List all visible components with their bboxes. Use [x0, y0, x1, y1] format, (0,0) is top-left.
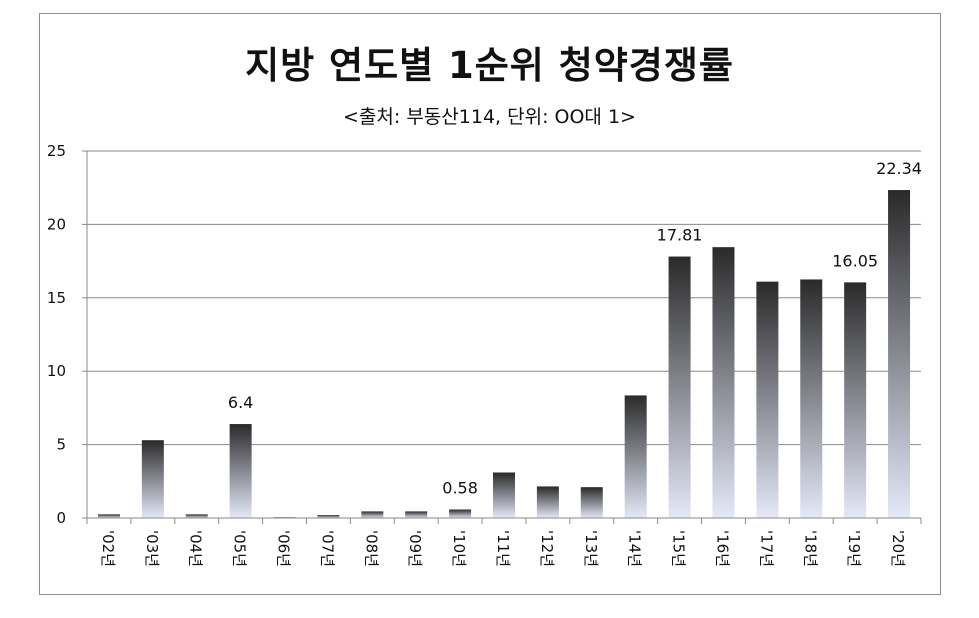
bar — [624, 395, 647, 518]
axes: 0 5 10 15 20 25 '02년 '03년 '04년 '05년 '06년 '07년 '08년 '0… — [47, 142, 922, 567]
x-tick-label: '04년 — [187, 530, 205, 567]
chart-subtitle: <출처: 부동산114, 단위: OO대 1> — [343, 106, 636, 128]
chart-title: 지방 연도별 1순위 청약경쟁률 — [245, 44, 734, 87]
bar — [800, 279, 823, 518]
x-tick-label: '13년 — [582, 530, 600, 567]
bar — [449, 509, 472, 518]
bar — [141, 440, 164, 518]
y-tick-label: 5 — [56, 436, 66, 454]
x-tick-label: '07년 — [318, 530, 336, 567]
bar — [668, 256, 691, 518]
x-tick-label: '19년 — [845, 530, 863, 567]
bar — [185, 514, 208, 518]
data-label: 16.05 — [832, 251, 878, 270]
x-tick-label: '14년 — [626, 530, 644, 567]
bar — [756, 281, 779, 518]
y-tick-label: 25 — [47, 142, 66, 160]
data-label: 22.34 — [876, 159, 922, 178]
x-tick-label: '18년 — [801, 530, 819, 567]
bar — [97, 514, 120, 518]
x-tick-label: '08년 — [362, 530, 380, 567]
bar — [493, 472, 515, 518]
y-tick-label: 0 — [56, 509, 66, 527]
bar — [405, 511, 428, 518]
x-tick-label: '02년 — [99, 530, 117, 567]
bar — [888, 190, 911, 518]
x-tick-label: '17년 — [757, 530, 775, 567]
x-tick-label: '06년 — [275, 530, 293, 567]
x-tick-label: '15년 — [670, 530, 688, 567]
y-tick-label: 10 — [47, 362, 66, 380]
data-label: 6.4 — [228, 393, 253, 412]
data-label: 0.58 — [442, 478, 478, 497]
x-tick-label: '05년 — [231, 530, 249, 567]
data-labels: 6.4 0.58 17.81 16.05 22.34 — [228, 159, 922, 497]
x-tick-label: '09년 — [406, 530, 424, 567]
y-tick-label: 15 — [47, 289, 66, 307]
x-tick-label: '11년 — [494, 530, 512, 567]
bar — [361, 511, 384, 518]
bar — [580, 487, 603, 518]
bar — [844, 282, 867, 518]
gridlines — [87, 150, 921, 446]
bar — [317, 515, 340, 518]
bar — [229, 424, 252, 518]
x-tick-label: '20년 — [889, 530, 907, 567]
bar — [712, 247, 735, 519]
bars — [97, 190, 911, 519]
x-tick-label: '12년 — [538, 530, 556, 567]
x-tick-label: '16년 — [713, 530, 731, 567]
chart-frame — [39, 13, 941, 595]
bar — [536, 486, 559, 518]
data-label: 17.81 — [657, 226, 703, 245]
x-tick-label: '03년 — [143, 530, 161, 567]
y-tick-label: 20 — [47, 215, 66, 233]
x-tick-label: '10년 — [450, 530, 468, 567]
